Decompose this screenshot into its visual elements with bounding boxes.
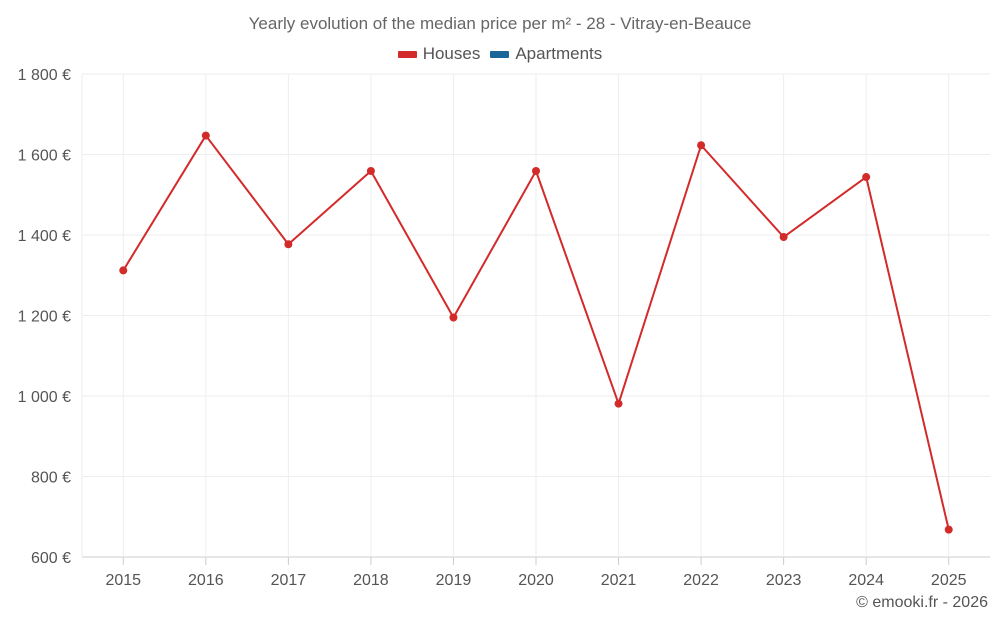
- chart-title: Yearly evolution of the median price per…: [248, 14, 752, 33]
- data-point: [697, 141, 706, 150]
- x-tick-label: 2021: [601, 572, 637, 589]
- data-point: [449, 313, 458, 322]
- data-point: [779, 233, 788, 242]
- legend-swatch-houses: [397, 50, 417, 58]
- data-point: [366, 167, 375, 176]
- data-point: [201, 131, 210, 140]
- x-tick-label: 2018: [353, 572, 389, 589]
- data-point: [119, 266, 128, 275]
- x-tick-label: 2016: [188, 572, 224, 589]
- data-point: [614, 399, 623, 408]
- data-point: [944, 525, 953, 534]
- legend: Houses Apartments: [0, 44, 1000, 64]
- data-point: [284, 240, 293, 249]
- legend-label-apartments: Apartments: [515, 44, 603, 63]
- y-tick-label: 800 €: [31, 470, 71, 487]
- y-tick-label: 600 €: [31, 550, 71, 567]
- legend-item-apartments[interactable]: Apartments: [490, 44, 602, 64]
- x-tick-label: 2017: [271, 572, 307, 589]
- x-tick-label: 2015: [105, 572, 141, 589]
- y-tick-label: 1 000 €: [18, 389, 71, 406]
- y-tick-label: 1 800 €: [18, 67, 71, 84]
- x-tick-label: 2024: [848, 572, 884, 589]
- x-tick-label: 2019: [436, 572, 472, 589]
- x-tick-label: 2020: [518, 572, 554, 589]
- x-tick-label: 2023: [766, 572, 802, 589]
- x-tick-label: 2022: [683, 572, 719, 589]
- data-point: [532, 167, 540, 176]
- x-tick-label: 2025: [931, 572, 967, 589]
- data-point: [862, 173, 871, 182]
- legend-item-houses[interactable]: Houses: [397, 44, 481, 64]
- y-tick-label: 1 200 €: [18, 309, 71, 326]
- y-tick-label: 1 400 €: [18, 228, 71, 245]
- y-tick-label: 1 600 €: [18, 148, 71, 165]
- legend-label-houses: Houses: [422, 44, 481, 63]
- legend-swatch-apartments: [490, 50, 510, 58]
- credit-text: © emooki.fr - 2026: [856, 594, 988, 611]
